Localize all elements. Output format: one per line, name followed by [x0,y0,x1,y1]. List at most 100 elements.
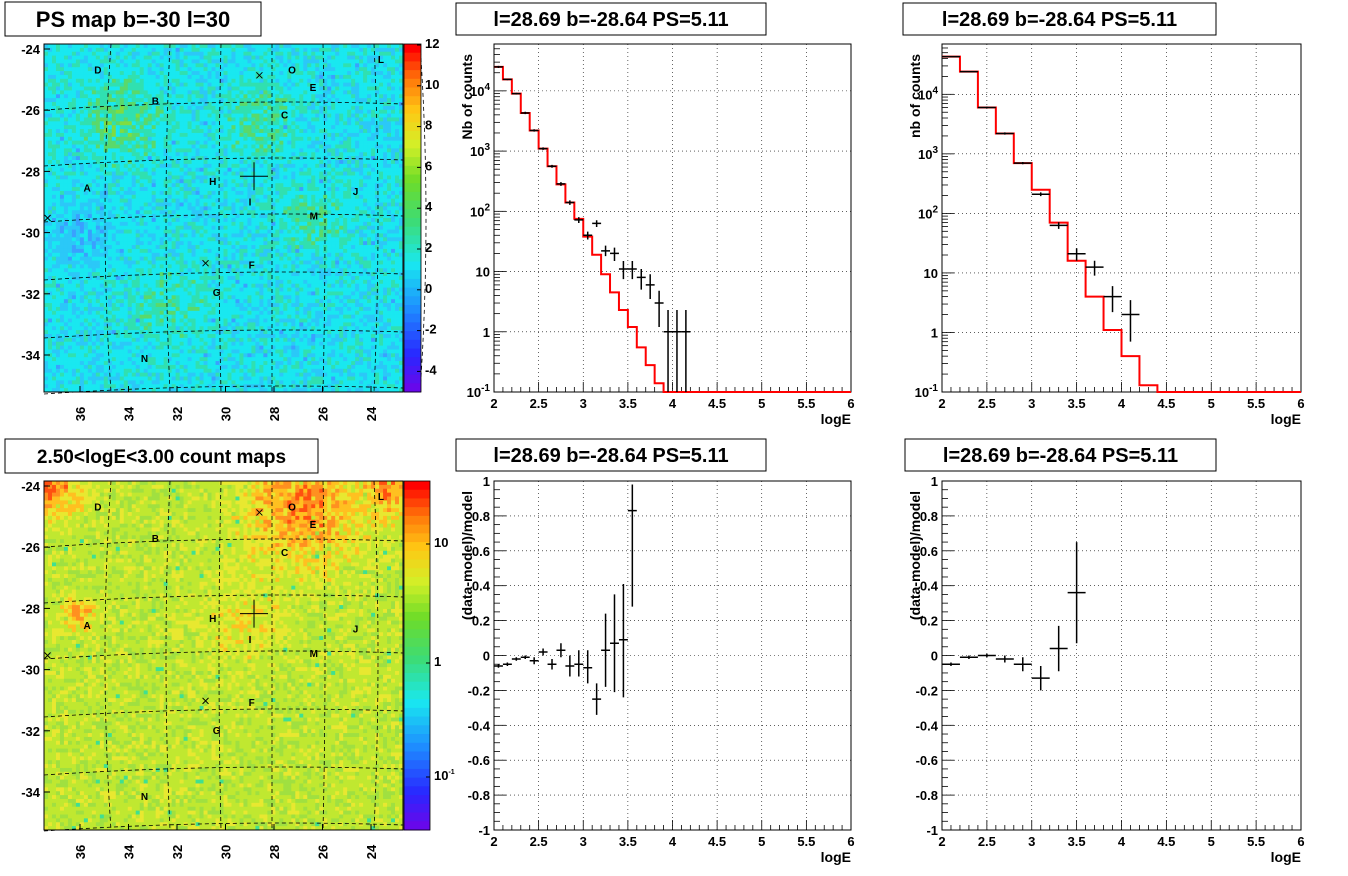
map-pixel [103,102,109,107]
map-pixel [171,179,177,184]
map-pixel [191,291,196,296]
map-pixel [143,74,149,80]
map-pixel [67,67,73,72]
map-pixel [139,349,145,354]
map-pixel [103,225,109,230]
map-pixel [107,194,113,200]
map-pixel [251,306,256,312]
map-pixel [75,225,81,230]
map-pixel [123,55,129,60]
map-pixel [215,310,220,316]
map-pixel [51,380,57,385]
map-pixel [211,86,216,91]
map-pixel [151,314,157,319]
map-pixel [155,233,161,238]
map-pixel [215,268,220,273]
map-pixel [227,67,232,72]
map-pixel [63,90,69,95]
map-pixel [143,349,149,354]
map-pixel [187,314,192,319]
map-pixel [251,233,256,238]
map-pixel [83,287,89,292]
map-pixel [243,171,248,176]
map-pixel [235,279,240,285]
map-pixel [159,117,165,122]
map-pixel [211,163,216,169]
map-pixel [215,276,220,281]
map-pixel [95,125,101,130]
map-pixel [195,376,200,381]
map-pixel [211,160,216,165]
map-pixel [155,105,161,111]
map-pixel [79,252,85,258]
map-pixel [75,237,81,242]
map-pixel [51,144,57,149]
map-pixel [147,140,153,145]
map-pixel [227,248,232,254]
map-pixel [191,210,196,215]
map-pixel [51,341,57,346]
map-pixel [203,160,208,165]
map-pixel [211,214,216,219]
map-pixel [187,175,192,180]
map-pixel [95,90,101,95]
map-pixel [95,279,101,285]
map-pixel [199,210,204,215]
map-pixel [87,156,93,161]
map-pixel [111,248,117,254]
map-pixel [44,156,49,161]
map-pixel [59,341,65,346]
map-pixel [239,295,244,300]
map-pixel [55,71,61,76]
map-pixel [71,361,77,366]
map-pixel [183,318,188,323]
map-pixel [247,241,252,246]
map-pixel [255,148,260,153]
map-pixel [187,295,192,300]
map-pixel [67,221,73,227]
map-pixel [55,109,61,114]
map-pixel [139,372,145,377]
map-pixel [123,372,129,377]
map-pixel [71,237,77,242]
map-pixel [71,318,77,323]
map-pixel [111,345,117,350]
map-pixel [63,272,69,277]
map-pixel [107,206,113,211]
map-pixel [111,156,117,161]
map-pixel [119,272,125,277]
map-pixel [243,160,248,165]
map-pixel [231,67,236,72]
map-pixel [171,248,177,254]
map-pixel [47,303,53,308]
map-pixel [159,167,165,172]
map-pixel [63,63,69,68]
map-pixel [243,121,248,126]
map-pixel [235,268,240,273]
map-pixel [87,322,93,327]
map-pixel [223,306,228,312]
map-pixel [75,334,81,339]
map-pixel [259,276,264,281]
map-pixel [219,160,224,165]
map-pixel [63,349,69,354]
map-pixel [71,372,77,377]
map-pixel [119,86,125,91]
map-pixel [167,368,173,374]
map-pixel [227,264,232,269]
map-pixel [75,214,81,219]
map-pixel [127,252,133,258]
map-pixel [199,349,204,354]
map-pixel [115,156,121,161]
map-pixel [135,167,141,172]
map-pixel [243,136,248,142]
map-pixel [103,260,109,265]
map-pixel [175,334,181,339]
map-pixel [155,279,161,285]
map-pixel [139,326,145,331]
map-pixel [259,248,264,254]
map-pixel [103,187,109,192]
map-pixel [127,388,133,393]
map-pixel [155,260,161,265]
map-pixel [151,303,157,308]
